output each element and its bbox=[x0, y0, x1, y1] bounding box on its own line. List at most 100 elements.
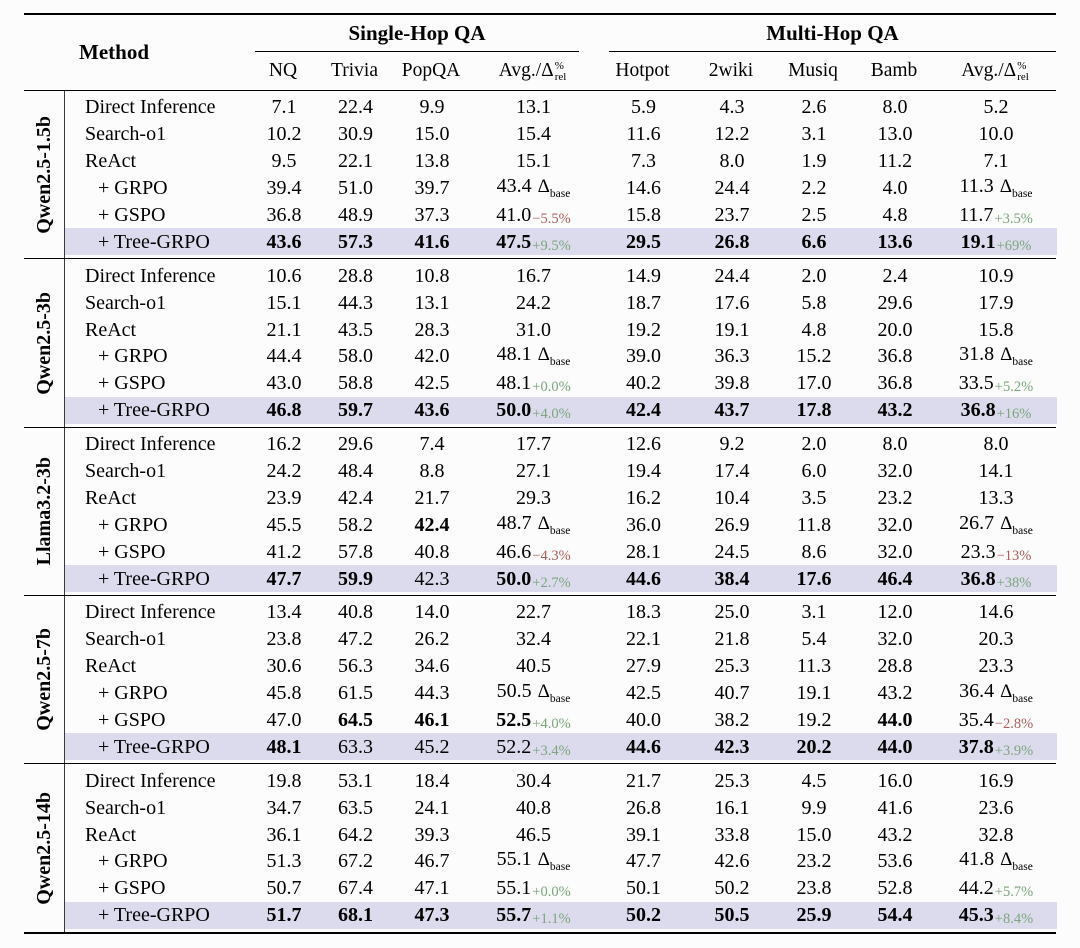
column-header-musiq: Musiq bbox=[788, 60, 838, 81]
table-row: + GSPO 36.8 48.9 37.3 41.0−5.5% 15.8 23.7 2.5 4.… bbox=[65, 202, 1057, 229]
score-cell: 17.4 bbox=[714, 460, 750, 483]
score-cell: 40.8 bbox=[414, 540, 450, 563]
avg-value: 31.0 bbox=[516, 318, 551, 341]
score-cell: 64.5 bbox=[338, 709, 373, 732]
avg-sub: rel bbox=[1017, 71, 1029, 83]
score-cell: 26.8 bbox=[626, 796, 661, 819]
avg-cell: 15.4 bbox=[471, 124, 596, 144]
delta-badge: +9.5% bbox=[532, 237, 571, 254]
score-cell: 20.0 bbox=[877, 318, 913, 341]
score-cell: 22.1 bbox=[338, 150, 373, 173]
single-hop-qa-label: Single-Hop QA bbox=[348, 20, 486, 45]
method-label: Direct Inference bbox=[85, 769, 216, 792]
method-label: ReAct bbox=[85, 486, 137, 509]
avg-cell: 33.5+5.2% bbox=[935, 373, 1057, 394]
avg-prefix: Avg./ bbox=[961, 60, 1004, 81]
avg-cell: 7.1 bbox=[935, 151, 1057, 171]
score-cell: 34.7 bbox=[266, 796, 302, 819]
score-cell: 9.9 bbox=[419, 96, 445, 119]
score-cell: 12.2 bbox=[714, 123, 750, 146]
score-cell: 25.0 bbox=[714, 601, 750, 624]
method-label: Direct Inference bbox=[85, 96, 216, 119]
score-cell: 14.6 bbox=[626, 177, 661, 200]
score-cell: 18.4 bbox=[414, 769, 450, 792]
avg-cell: 30.4 bbox=[471, 771, 596, 791]
group-rows: Direct Inference 13.4 40.8 14.0 22.7 18.3 25.0… bbox=[64, 596, 1057, 764]
avg-cell: 36.8+16% bbox=[935, 400, 1057, 421]
score-cell: 17.8 bbox=[796, 399, 832, 422]
score-cell: 50.2 bbox=[626, 904, 661, 927]
score-cell: 8.0 bbox=[719, 150, 745, 173]
avg-cell: 41.8 Δbase bbox=[935, 849, 1057, 873]
delta-base-sub: base bbox=[549, 356, 571, 369]
score-cell: 29.6 bbox=[877, 291, 913, 314]
method-label: + GRPO bbox=[98, 513, 168, 536]
score-cell: 16.2 bbox=[266, 433, 302, 456]
method-label: ReAct bbox=[85, 823, 137, 846]
score-cell: 7.1 bbox=[271, 96, 297, 119]
delta-badge: +5.7% bbox=[994, 884, 1034, 901]
score-cell: 44.0 bbox=[877, 735, 913, 758]
delta-base-sub: base bbox=[549, 692, 571, 705]
avg-cell: 11.7+3.5% bbox=[935, 205, 1057, 226]
score-cell: 67.4 bbox=[338, 877, 373, 900]
score-cell: 44.6 bbox=[626, 735, 661, 758]
score-cell: 21.7 bbox=[626, 769, 661, 792]
score-cell: 47.0 bbox=[266, 709, 302, 732]
score-cell: 3.5 bbox=[801, 486, 827, 509]
avg-sup: % bbox=[554, 59, 564, 72]
avg-value: 26.7 bbox=[959, 511, 995, 534]
method-label: + GSPO bbox=[98, 709, 166, 732]
group-rows: Direct Inference 7.1 22.4 9.9 13.1 5.9 4.3 2.6 8… bbox=[64, 91, 1057, 259]
score-cell: 8.6 bbox=[801, 540, 827, 563]
method-label: + GRPO bbox=[98, 345, 168, 368]
method-label: Search-o1 bbox=[85, 628, 167, 651]
avg-value: 47.5 bbox=[496, 230, 532, 253]
column-header-popqa: PopQA bbox=[401, 60, 461, 81]
avg-value: 52.5 bbox=[496, 709, 532, 732]
delta-base-sub: base bbox=[549, 187, 571, 200]
score-cell: 48.4 bbox=[338, 460, 373, 483]
score-cell: 40.2 bbox=[626, 372, 661, 395]
avg-cell: 37.8+3.9% bbox=[935, 737, 1057, 758]
avg-cell: 26.7 Δbase bbox=[935, 513, 1057, 537]
score-cell: 6.0 bbox=[801, 460, 827, 483]
avg-cell: 46.5 bbox=[471, 825, 596, 845]
table-row: + GSPO 41.2 57.8 40.8 46.6−4.3% 28.1 24.5 8.6 32… bbox=[65, 538, 1057, 565]
column-header-nq: NQ bbox=[268, 60, 298, 81]
delta-base-sub: base bbox=[1012, 524, 1033, 537]
avg-prefix: Avg./ bbox=[498, 60, 542, 81]
method-label: Search-o1 bbox=[85, 460, 167, 483]
score-cell: 47.7 bbox=[266, 567, 302, 590]
avg-cell: 45.3+8.4% bbox=[935, 905, 1057, 926]
score-cell: 12.6 bbox=[626, 433, 661, 456]
table-row: + Tree-GRPO 46.8 59.7 43.6 50.0+4.0% 42.4 43.7… bbox=[65, 396, 1057, 424]
avg-sup-sub: % rel bbox=[1017, 60, 1029, 83]
table-row: ReAct 21.1 43.5 28.3 31.0 19.2 19.1 4.8 20.0 15.8 bbox=[65, 316, 1057, 343]
table-row: + GSPO 43.0 58.8 42.5 48.1+0.0% 40.2 39.8 17.0 3… bbox=[65, 370, 1057, 397]
score-cell: 26.9 bbox=[714, 513, 750, 536]
score-cell: 30.9 bbox=[338, 123, 373, 146]
score-cell: 33.8 bbox=[714, 823, 750, 846]
delta-badge: −13% bbox=[996, 547, 1032, 564]
score-cell: 42.3 bbox=[714, 735, 750, 758]
score-cell: 57.3 bbox=[338, 230, 373, 253]
score-cell: 6.6 bbox=[801, 230, 827, 253]
score-cell: 24.2 bbox=[266, 460, 302, 483]
avg-cell: 36.8+38% bbox=[935, 567, 1057, 590]
avg-value: 50.5 bbox=[496, 680, 532, 702]
score-cell: 47.3 bbox=[414, 904, 450, 927]
avg-value: 15.4 bbox=[516, 123, 551, 146]
score-cell: 42.0 bbox=[414, 345, 450, 368]
model-group-label-cell: Qwen2.5-14b bbox=[24, 764, 64, 931]
delta-base-sub: base bbox=[1012, 861, 1033, 874]
avg-value: 40.5 bbox=[516, 655, 551, 678]
avg-value: 27.1 bbox=[516, 460, 551, 483]
score-cell: 43.2 bbox=[877, 682, 913, 705]
score-cell: 1.9 bbox=[801, 150, 827, 173]
avg-value: 36.8 bbox=[960, 567, 996, 590]
score-cell: 15.2 bbox=[796, 345, 832, 368]
score-cell: 40.8 bbox=[338, 601, 373, 624]
avg-cell: 48.7 Δbase bbox=[471, 513, 596, 537]
delta-badge: Δbase bbox=[1000, 512, 1033, 537]
